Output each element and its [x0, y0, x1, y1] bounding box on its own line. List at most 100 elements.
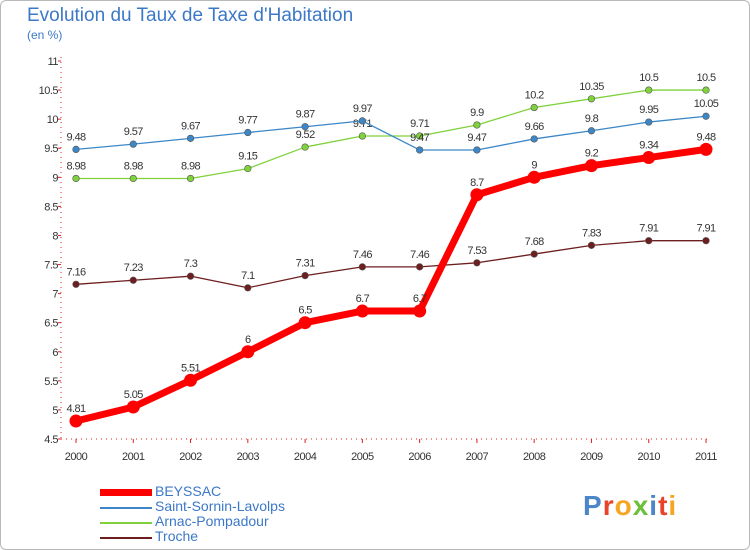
data-label: 8.98	[124, 160, 143, 172]
y-tick-label: 9	[52, 172, 58, 184]
data-point	[470, 188, 484, 202]
data-label: 7.3	[184, 258, 198, 270]
data-label: 9.34	[639, 140, 658, 152]
data-label: 7.83	[582, 227, 601, 239]
data-label: 9.52	[296, 129, 315, 141]
data-label: 9.67	[181, 120, 200, 132]
data-point	[298, 316, 312, 330]
data-label: 7.31	[296, 258, 315, 270]
data-label: 7.16	[66, 266, 85, 278]
data-label: 10.35	[579, 81, 604, 93]
data-point	[416, 146, 424, 154]
y-tick-label: 4.5	[44, 434, 58, 446]
data-point	[69, 414, 83, 428]
data-point	[584, 159, 598, 173]
data-label: 7.46	[353, 249, 372, 261]
data-point	[72, 174, 80, 183]
data-point	[702, 112, 710, 120]
data-point	[473, 121, 481, 129]
data-point	[530, 135, 538, 143]
y-tick-label: 11	[48, 56, 59, 68]
data-label: 9.15	[238, 151, 257, 163]
data-point	[473, 146, 481, 154]
data-label: 9.48	[696, 131, 715, 143]
data-point	[645, 237, 653, 245]
data-label: 7.91	[696, 223, 715, 235]
series-line	[75, 145, 707, 425]
data-point	[642, 151, 656, 165]
proxiti-logo: Proxiti	[583, 490, 678, 521]
data-point	[416, 132, 424, 140]
data-label: 9.95	[639, 104, 658, 116]
data-point	[699, 142, 713, 156]
data-point	[301, 123, 309, 131]
data-point	[413, 304, 427, 318]
data-label: 5.05	[124, 389, 143, 401]
data-point	[186, 134, 195, 142]
legend-swatch	[100, 489, 152, 496]
legend-label: BEYSSAC	[155, 483, 222, 499]
data-label: 6.5	[298, 305, 312, 317]
legend-swatch	[100, 522, 152, 524]
y-tick-label: 6	[52, 347, 58, 359]
data-label: 5.51	[181, 362, 200, 374]
y-tick-label: 8	[52, 230, 58, 242]
x-tick-label: 2002	[179, 451, 202, 463]
data-label: 9.2	[585, 148, 599, 160]
series-layer: 7.16 7.23 7.3 7.1 7.31 7.46 7.46 7.53 7.68 7.83 7.…	[66, 72, 719, 428]
data-label: 4.81	[66, 403, 85, 415]
y-tick-label: 10	[47, 114, 59, 126]
data-point	[244, 284, 252, 292]
data-label: 9.47	[467, 132, 486, 144]
data-point	[702, 86, 710, 94]
data-label: 7.1	[241, 270, 255, 282]
series-line	[75, 115, 707, 151]
data-label: 6.7	[356, 293, 370, 305]
data-label: 6.7	[413, 293, 427, 305]
data-point	[186, 272, 195, 280]
data-label: 9.47	[410, 132, 429, 144]
data-point	[587, 95, 596, 103]
data-label: 9.9	[470, 107, 484, 119]
legend-label: Troche	[155, 528, 199, 544]
data-label: 7.91	[639, 223, 658, 235]
x-tick-label: 2000	[65, 451, 88, 463]
x-tick-label: 2004	[294, 451, 317, 463]
y-tick-label: 6.5	[44, 318, 58, 330]
y-tick-label: 7.5	[44, 260, 58, 272]
y-tick-label: 5.5	[44, 376, 58, 388]
legend-label: Arnac-Pompadour	[155, 513, 269, 529]
data-label: 8.98	[181, 160, 200, 172]
data-point	[301, 143, 309, 151]
data-point	[358, 132, 366, 140]
x-tick-label: 2005	[351, 451, 374, 463]
data-label: 9.57	[124, 126, 143, 138]
y-tick-label: 5	[52, 405, 58, 417]
data-label: 9.87	[296, 109, 315, 121]
chart-title: Evolution du Taux de Taxe d'Habitation	[27, 5, 354, 26]
data-point	[244, 128, 252, 137]
series-line	[75, 240, 706, 289]
legend-swatch	[100, 507, 152, 509]
data-point	[129, 140, 137, 148]
x-tick-label: 2008	[523, 451, 546, 463]
series-beyssac: 4.81 5.05 5.51 6 6.5 6.7 6.7 8.7 9 9.2 9.34 9.48	[66, 131, 717, 428]
x-tick-label: 2006	[408, 451, 431, 463]
x-tick-label: 2003	[237, 451, 260, 463]
data-point	[702, 237, 710, 245]
data-label: 9.71	[410, 118, 429, 130]
data-point	[587, 127, 596, 135]
data-label: 7.68	[525, 236, 544, 248]
data-point	[186, 174, 195, 183]
data-label: 7.46	[410, 249, 429, 261]
data-point	[129, 276, 137, 284]
y-tick-label: 7	[52, 289, 58, 301]
x-tick-label: 2011	[695, 451, 717, 463]
series-troche: 7.16 7.23 7.3 7.1 7.31 7.46 7.46 7.53 7.68 7.83 7.…	[66, 223, 717, 292]
data-point	[72, 280, 80, 288]
series-saint-sornin-lavolps: 9.48 9.57 9.67 9.77 9.87 9.97 9.47 9.47 9.66 9.8 9…	[66, 98, 719, 154]
data-label: 9.97	[353, 103, 372, 115]
chart-subtitle: (en %)	[27, 28, 63, 42]
